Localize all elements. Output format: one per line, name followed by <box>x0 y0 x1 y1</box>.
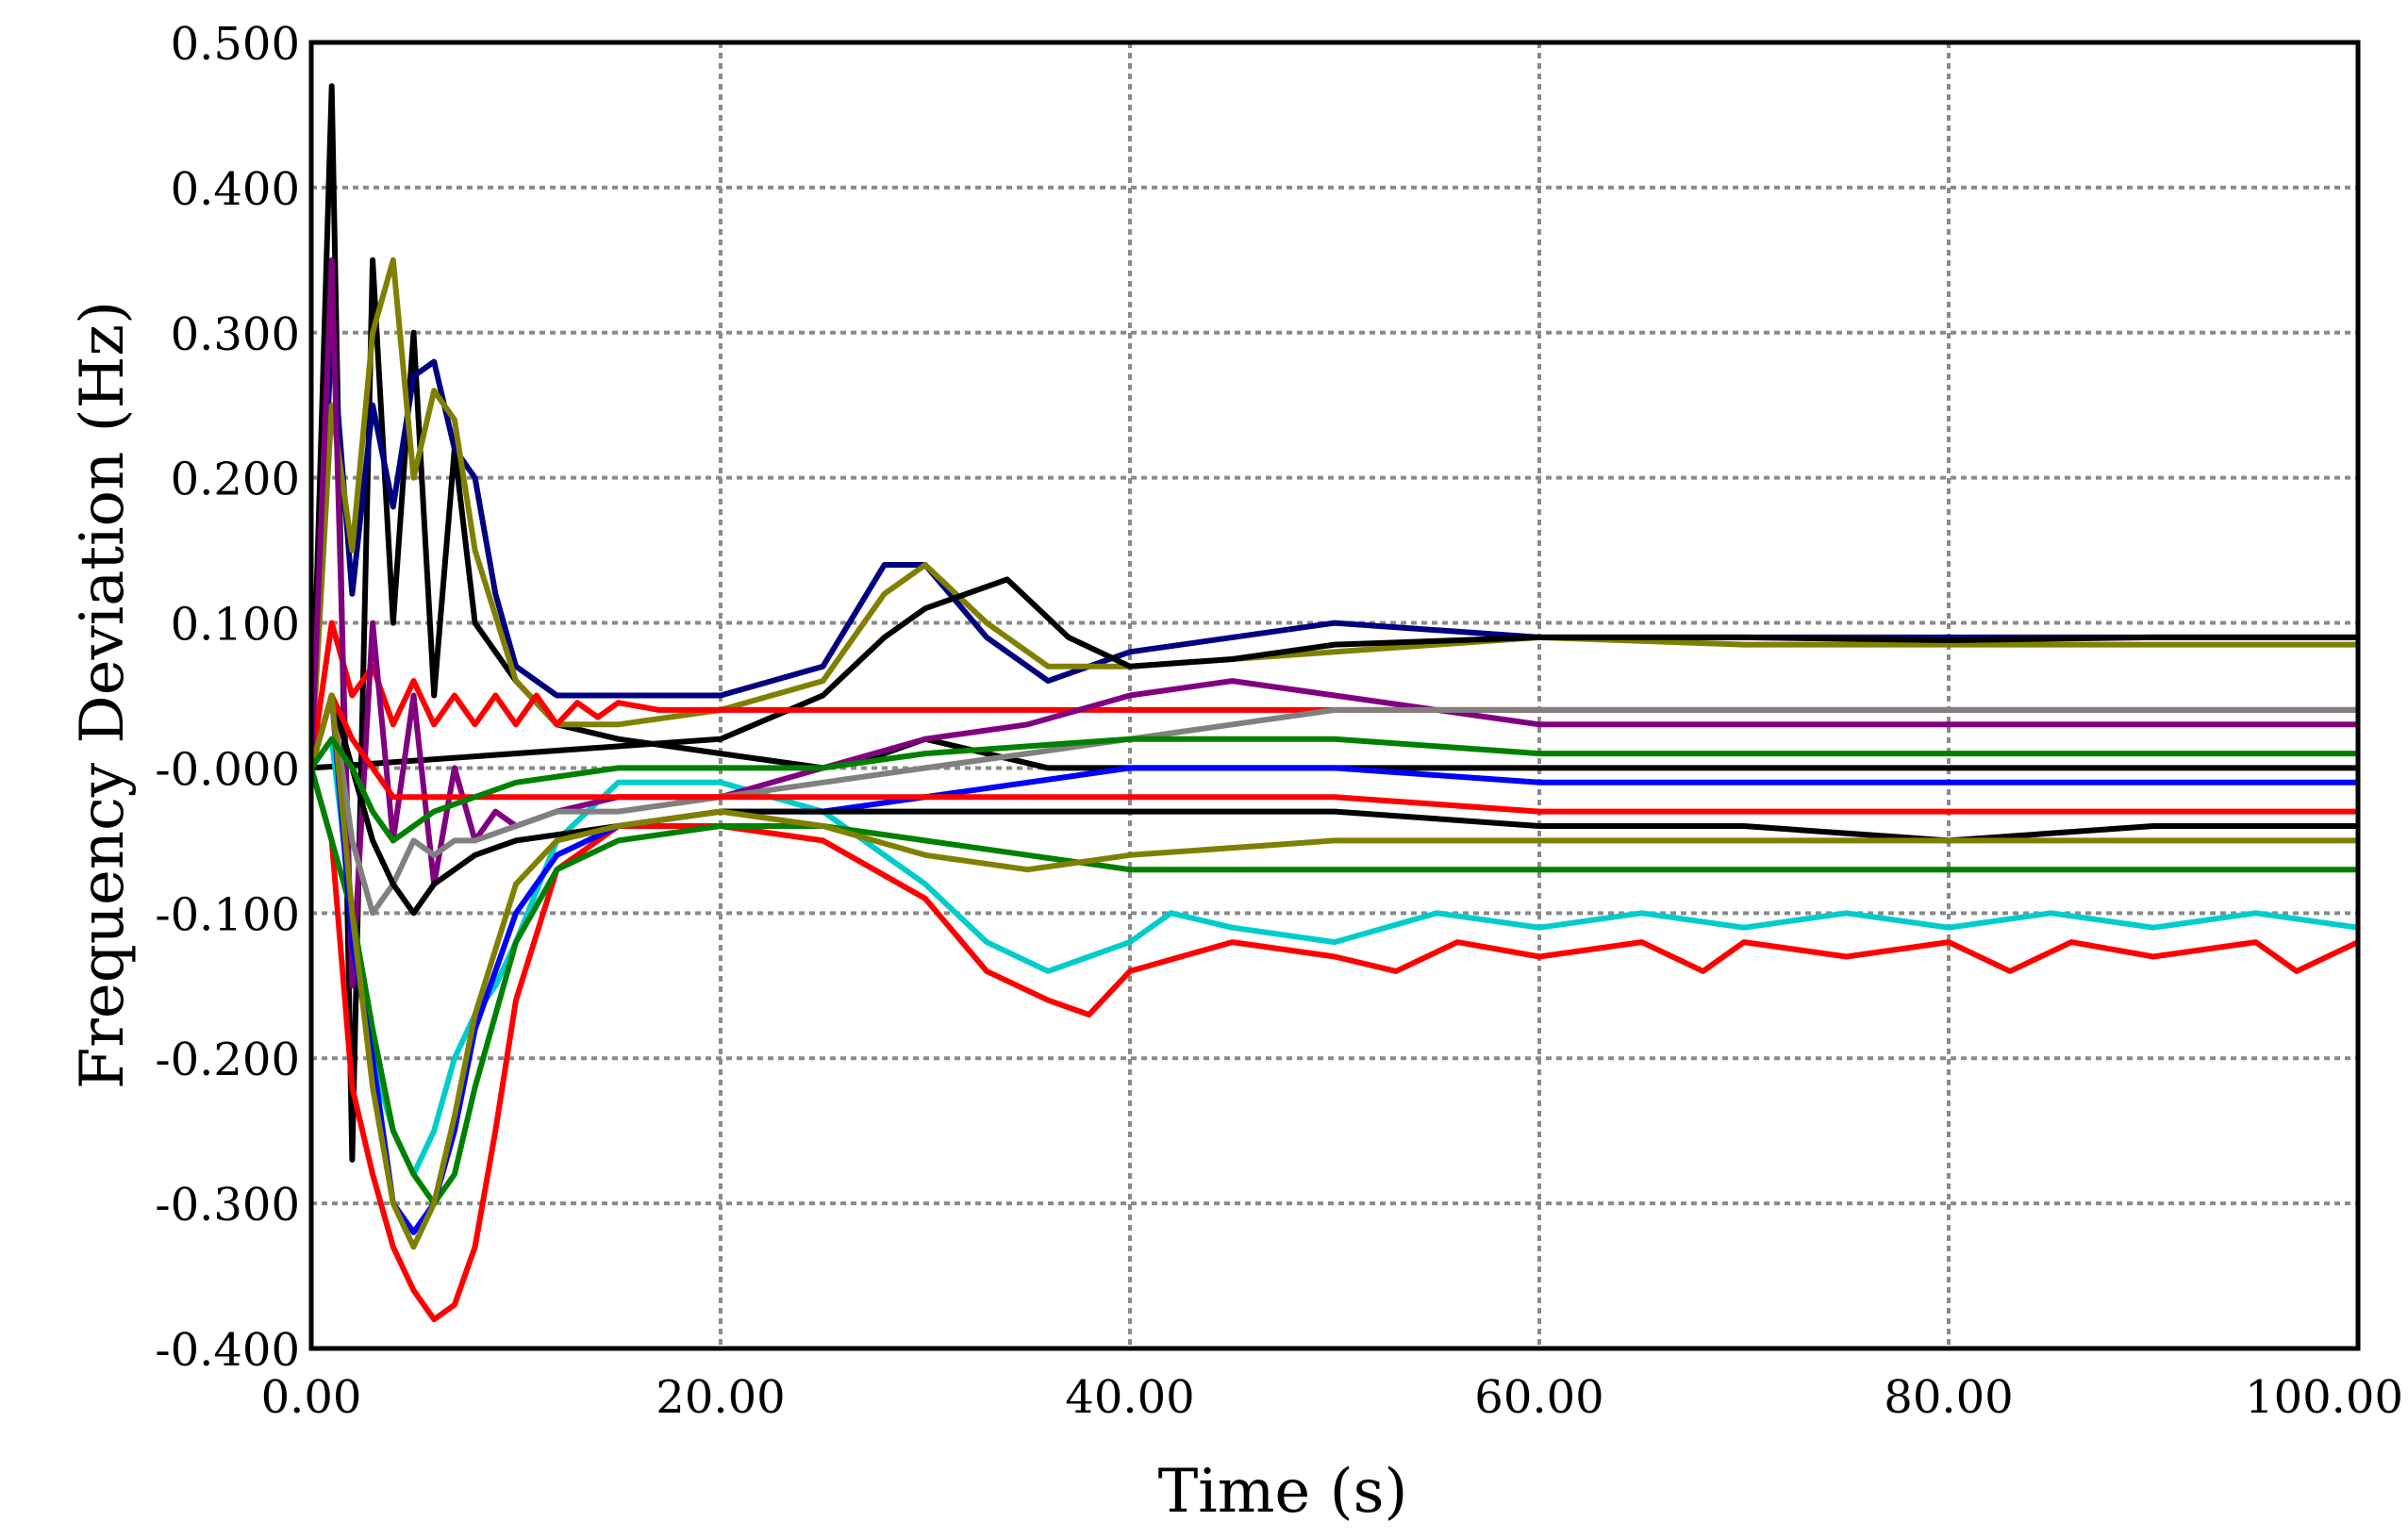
x-tick-label-0: 0.00 <box>261 1371 362 1424</box>
y-tick-labels: 0.500 0.400 0.300 0.200 0.100 -0.000 -0.100 -0.… <box>155 18 300 1377</box>
series-line-13 <box>311 692 2358 1250</box>
series-lines <box>311 83 2358 1323</box>
series-line-1 <box>311 329 2358 771</box>
y-tick-label-7: -0.200 <box>155 1034 300 1086</box>
x-tick-label-1: 20.00 <box>656 1371 785 1424</box>
x-axis-label: Time (s) <box>1158 1457 1408 1527</box>
series-line-9 <box>311 692 2358 917</box>
y-tick-label-6: -0.100 <box>155 888 300 941</box>
series-line-4 <box>311 765 2358 1323</box>
series-line-8 <box>311 765 2358 1207</box>
y-axis-label: Frequency Deviation (Hz) <box>68 301 138 1089</box>
x-tick-label-3: 60.00 <box>1474 1371 1603 1424</box>
y-tick-label-8: -0.300 <box>155 1179 300 1232</box>
series-line-6 <box>311 736 2358 1178</box>
x-tick-label-5: 100.00 <box>2245 1371 2403 1424</box>
y-tick-label-1: 0.400 <box>171 163 300 216</box>
x-tick-labels: 0.00 20.00 40.00 60.00 80.00 100.00 <box>261 1371 2403 1424</box>
series-line-0 <box>311 83 2358 1163</box>
y-tick-label-0: 0.500 <box>171 18 300 71</box>
series-line-14 <box>311 736 2358 844</box>
y-tick-label-5: -0.000 <box>155 743 300 796</box>
y-tick-label-3: 0.200 <box>171 454 300 506</box>
y-tick-label-2: 0.300 <box>171 308 300 361</box>
x-tick-label-2: 40.00 <box>1065 1371 1194 1424</box>
series-line-3 <box>311 576 2358 771</box>
series-line-12 <box>311 692 2358 815</box>
y-tick-label-4: 0.100 <box>171 599 300 652</box>
plot-frame <box>308 40 2361 1351</box>
y-tick-label-9: -0.400 <box>155 1324 300 1377</box>
x-tick-label-4: 80.00 <box>1884 1371 2013 1424</box>
